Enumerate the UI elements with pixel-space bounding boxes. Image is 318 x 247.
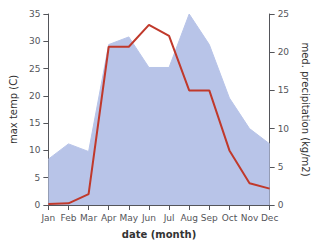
svg-text:15: 15	[278, 85, 289, 95]
svg-text:Oct: Oct	[222, 213, 238, 223]
svg-text:5: 5	[278, 162, 284, 172]
svg-text:0: 0	[35, 200, 41, 210]
svg-text:Apr: Apr	[101, 213, 117, 223]
svg-text:Nov: Nov	[241, 213, 259, 223]
svg-text:Dec: Dec	[261, 213, 278, 223]
svg-text:25: 25	[29, 64, 40, 74]
svg-text:date (month): date (month)	[122, 229, 196, 240]
svg-text:20: 20	[278, 47, 290, 57]
svg-text:Sep: Sep	[201, 213, 218, 223]
svg-text:Jul: Jul	[163, 213, 175, 223]
svg-text:max temp (C): max temp (C)	[8, 75, 19, 144]
svg-text:15: 15	[29, 118, 40, 128]
svg-text:5: 5	[35, 173, 41, 183]
svg-text:35: 35	[29, 9, 40, 19]
svg-text:Mar: Mar	[80, 213, 97, 223]
svg-text:Feb: Feb	[61, 213, 77, 223]
svg-text:25: 25	[278, 9, 289, 19]
svg-text:med. precipitation (kg/m2): med. precipitation (kg/m2)	[300, 42, 311, 176]
svg-text:Jan: Jan	[40, 213, 55, 223]
svg-text:30: 30	[29, 36, 41, 46]
svg-text:May: May	[120, 213, 139, 223]
svg-text:10: 10	[29, 145, 41, 155]
svg-text:0: 0	[278, 200, 284, 210]
svg-text:20: 20	[29, 91, 41, 101]
svg-text:Jun: Jun	[141, 213, 156, 223]
svg-text:10: 10	[278, 124, 290, 134]
svg-text:Aug: Aug	[180, 213, 198, 223]
